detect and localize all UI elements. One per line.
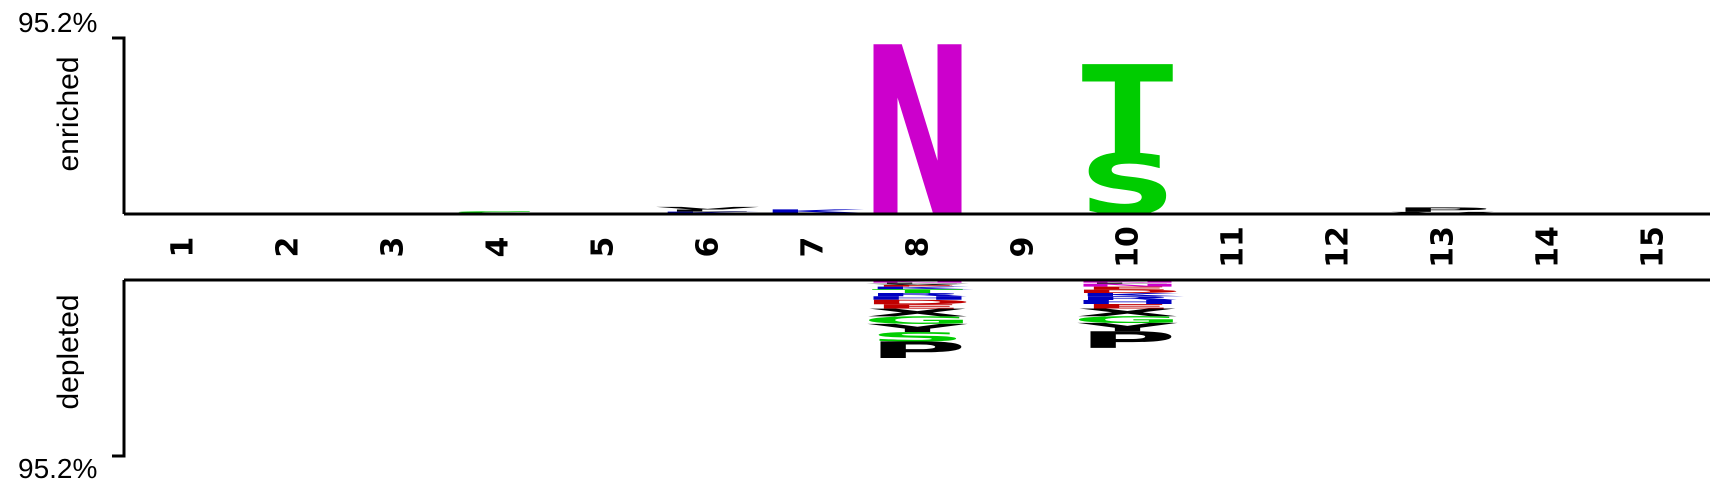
enriched-axis-label: enriched <box>52 56 85 171</box>
position-label-14: 14 <box>1531 226 1566 268</box>
position-label-8: 8 <box>901 237 936 258</box>
position-label-5: 5 <box>586 237 621 258</box>
enriched-letters: SSNKLVNKNSTEVPS <box>449 0 1596 269</box>
enriched-letter-v-pos-6: V <box>655 206 760 210</box>
position-label-13: 13 <box>1426 226 1461 268</box>
position-label-10: 10 <box>1111 226 1146 268</box>
enriched-y-axis <box>112 38 124 214</box>
position-label-12: 12 <box>1321 226 1356 268</box>
position-label-2: 2 <box>271 237 306 258</box>
depleted-letter-p-pos-10: P <box>1078 327 1177 354</box>
enriched-letter-t-pos-10: T <box>1082 41 1174 183</box>
position-label-15: 15 <box>1636 226 1671 268</box>
position-label-4: 4 <box>481 237 516 258</box>
position-label-6: 6 <box>691 237 726 258</box>
top-max-label: 95.2% <box>18 7 97 38</box>
bottom-max-label: 95.2% <box>18 453 97 481</box>
depleted-letter-p-pos-8: P <box>868 337 967 364</box>
position-label-9: 9 <box>1006 237 1041 258</box>
position-label-3: 3 <box>376 237 411 258</box>
position-label-1: 1 <box>166 237 201 258</box>
enriched-letter-n-pos-8: N <box>861 0 974 269</box>
depleted-axis-label: depleted <box>52 294 85 409</box>
position-label-7: 7 <box>796 237 831 258</box>
enriched-letter-p-pos-13: P <box>1393 206 1492 213</box>
depleted-y-axis <box>112 280 124 456</box>
depleted-letters: SSSNLVEKTRHDEXGYSPSNLNEDKRHEXGYP <box>134 280 1184 364</box>
position-label-11: 11 <box>1216 226 1251 268</box>
